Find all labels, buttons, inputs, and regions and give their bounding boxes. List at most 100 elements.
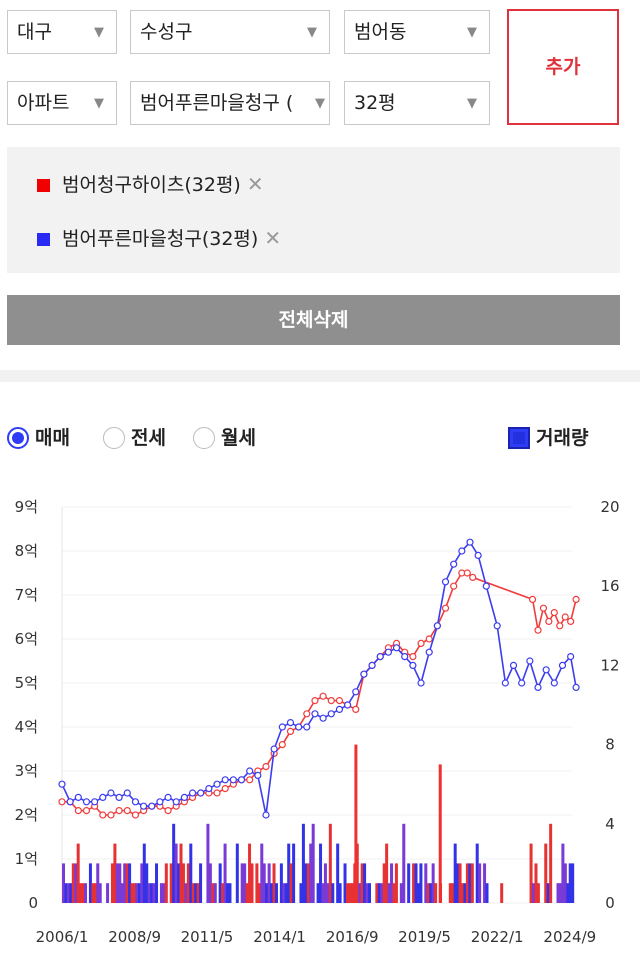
volume-bar (84, 883, 88, 903)
series-line (61, 540, 577, 816)
type-select[interactable]: 아파트 ▼ (7, 81, 117, 125)
volume-bar (448, 883, 452, 903)
data-point (458, 547, 466, 555)
volume-bar (81, 883, 85, 903)
volume-bar (536, 883, 540, 903)
dong-select[interactable]: 범어동 ▼ (344, 10, 490, 54)
compare-list: 범어청구하이츠(32평) ✕ 범어푸른마을청구(32평) ✕ (7, 147, 620, 273)
volume-bar (169, 863, 173, 903)
volume-bar (208, 863, 212, 903)
volume-bar (260, 843, 264, 903)
volume-bar (358, 883, 362, 903)
volume-bar (292, 843, 296, 903)
volume-bar (174, 843, 178, 903)
volume-bar (98, 883, 102, 903)
chart-grid (61, 506, 572, 904)
data-point (335, 697, 344, 705)
data-point (561, 613, 569, 621)
volume-bar (128, 863, 132, 903)
data-point (450, 582, 458, 590)
x-tick-label: 2011/5 (181, 928, 234, 946)
complex-select[interactable]: 범어푸른마을청구 ( ▼ (130, 81, 330, 125)
volume-bar (301, 823, 305, 903)
volume-bar (159, 883, 163, 903)
city-select[interactable]: 대구 ▼ (7, 10, 117, 54)
volume-bar (348, 883, 352, 903)
size-select[interactable]: 32평 ▼ (344, 81, 490, 125)
volume-bar (387, 883, 391, 903)
volume-bar (316, 883, 320, 903)
volume-toggle[interactable]: 거래량 (508, 424, 588, 452)
volume-bar (130, 883, 134, 903)
volume-bar (544, 843, 548, 903)
close-icon[interactable]: ✕ (246, 172, 264, 196)
volume-bar (91, 883, 95, 903)
volume-bar (248, 843, 252, 903)
volume-bar (306, 863, 310, 903)
volume-bar (414, 863, 418, 903)
data-point (572, 595, 580, 604)
volume-bar (235, 843, 239, 903)
volume-bar (529, 843, 533, 903)
volume-bar (96, 863, 100, 903)
y-left-tick-label: 5억 (15, 674, 38, 692)
y-left-tick-label: 4억 (15, 718, 38, 736)
radio-monthly[interactable]: 월세 (193, 424, 256, 452)
data-point (221, 776, 229, 784)
data-point (327, 697, 335, 705)
data-point (188, 789, 197, 797)
data-point (107, 811, 115, 819)
data-point (539, 604, 548, 612)
volume-bar (199, 863, 203, 903)
data-point (425, 635, 433, 643)
y-right-tick-label: 20 (600, 498, 619, 516)
volume-bar (125, 863, 129, 903)
data-point (58, 798, 66, 806)
volume-bar (568, 863, 572, 903)
volume-bar (556, 883, 560, 903)
volume-bar (380, 883, 384, 903)
volume-bar (282, 883, 286, 903)
volume-bar (375, 883, 379, 903)
volume-bar (132, 883, 136, 903)
volume-bar (558, 883, 562, 903)
data-point (164, 807, 172, 815)
data-point (311, 710, 319, 718)
volume-bar (226, 883, 230, 903)
data-point (58, 780, 66, 788)
volume-bar (299, 883, 303, 903)
data-point (213, 789, 221, 797)
data-point (180, 793, 188, 801)
chevron-down-icon: ▼ (467, 96, 477, 111)
data-point (66, 798, 74, 806)
district-select[interactable]: 수성구 ▼ (130, 10, 330, 54)
volume-bar (407, 863, 411, 903)
y-left-tick-label: 7억 (15, 586, 38, 604)
data-point (107, 789, 115, 797)
data-point (99, 793, 107, 801)
data-point (352, 705, 360, 713)
data-point (528, 595, 537, 604)
close-icon[interactable]: ✕ (264, 226, 282, 250)
clear-all-button[interactable]: 전체삭제 (7, 295, 620, 345)
radio-jeonse[interactable]: 전세 (103, 424, 166, 452)
x-tick-label: 2024/9 (543, 928, 596, 946)
y-right-tick-label: 8 (605, 736, 615, 754)
radio-checked-icon (7, 427, 29, 449)
radio-sale[interactable]: 매매 (7, 424, 70, 452)
volume-bar (309, 843, 313, 903)
radio-monthly-label: 월세 (221, 427, 256, 449)
data-point (262, 763, 270, 771)
add-button[interactable]: 추가 (507, 9, 619, 125)
radio-unchecked-icon (193, 427, 215, 449)
volume-bar (147, 883, 151, 903)
volume-bar (319, 843, 323, 903)
city-select-value: 대구 (17, 21, 52, 43)
volume-bar (191, 883, 195, 903)
chevron-down-icon: ▼ (315, 96, 325, 111)
volume-bars (62, 744, 575, 903)
x-tick-label: 2006/1 (36, 928, 89, 946)
data-point (469, 573, 477, 582)
data-point (482, 582, 490, 590)
volume-bar (240, 863, 244, 903)
